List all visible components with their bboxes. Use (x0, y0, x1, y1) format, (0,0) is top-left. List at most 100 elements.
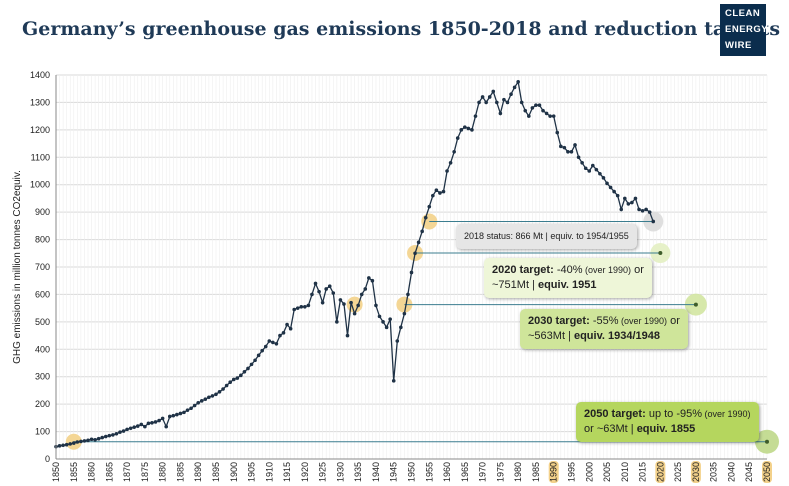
emissions-point (541, 108, 545, 113)
emissions-point (271, 340, 275, 345)
x-tick-label: 1995 (566, 462, 576, 482)
x-tick-label: 2000 (584, 462, 594, 482)
emissions-point (121, 429, 126, 433)
y-axis: 0 100 200 300 400 500 600 700 800 900 1000 1100 1200… (30, 70, 57, 464)
emissions-point (413, 251, 417, 256)
x-tick-label: 1870 (122, 462, 132, 482)
x-tick-label: 2045 (744, 462, 754, 482)
x-tick-label: 1990 (549, 462, 559, 482)
emissions-point (601, 176, 606, 180)
emissions-point (352, 311, 357, 316)
y-tick-label: 300 (35, 372, 50, 382)
emissions-point (228, 380, 232, 385)
x-tick-label: 1895 (211, 462, 221, 482)
x-tick-label: 1935 (353, 462, 363, 482)
emissions-point (128, 426, 133, 431)
emissions-series (54, 80, 656, 449)
emissions-point (512, 85, 517, 90)
emissions-point (534, 103, 538, 107)
emissions-point (431, 193, 435, 198)
emissions-point (377, 314, 382, 319)
emissions-point (260, 348, 264, 353)
callout-2030-equiv: equiv. 1934/1948 (573, 330, 660, 342)
emissions-point (164, 424, 169, 429)
target-point (693, 302, 698, 307)
emissions-point (242, 369, 247, 374)
emissions-point (591, 163, 595, 168)
emissions-point (637, 207, 641, 212)
x-tick-label: 1925 (318, 462, 328, 482)
emissions-point (338, 298, 343, 302)
emissions-point (459, 128, 464, 132)
emissions-point (491, 89, 496, 94)
emissions-point (267, 339, 272, 343)
emissions-point (61, 443, 65, 448)
emissions-point (103, 434, 108, 439)
emissions-point (626, 202, 631, 206)
emissions-point (363, 287, 368, 291)
emissions-point (484, 100, 488, 105)
emissions-point (367, 276, 371, 280)
emissions-point (64, 442, 69, 447)
header (0, 0, 789, 62)
callout-2050-mt: or ~63Mt | (584, 423, 637, 435)
emissions-point (633, 196, 638, 201)
emissions-point (455, 136, 460, 140)
x-tick-label: 1865 (104, 462, 114, 482)
y-tick-label: 700 (35, 262, 50, 272)
x-tick-label: 2050 (762, 462, 772, 482)
emissions-point (573, 143, 577, 147)
x-tick-label: 1850 (51, 462, 61, 482)
callout-2020-equiv: equiv. 1951 (537, 279, 597, 291)
emissions-point (445, 169, 449, 173)
page-title: Germany’s greenhouse gas emissions 1850-… (22, 18, 781, 40)
emissions-point (82, 439, 87, 443)
emissions-point (399, 325, 403, 330)
emissions-point (263, 344, 268, 349)
emissions-point (530, 106, 535, 110)
x-tick-label: 2010 (620, 462, 630, 482)
emissions-point (75, 440, 80, 444)
emissions-point (217, 390, 222, 394)
emissions-point (342, 302, 346, 306)
clean-energy-wire-logo: CLEAN ENERGY WIRE (720, 4, 768, 56)
emissions-point (480, 95, 485, 99)
x-tick-label: 1940 (371, 462, 381, 482)
target-point (765, 439, 769, 444)
emissions-point (619, 207, 624, 212)
x-tick-label: 1930 (335, 462, 345, 482)
emissions-point (527, 114, 531, 118)
x-tick-label: 2030 (691, 462, 701, 482)
emissions-point (207, 395, 211, 400)
emissions-point (185, 408, 190, 412)
x-tick-label: 1900 (229, 462, 239, 482)
callout-2030-or: or (667, 315, 680, 327)
emissions-point (182, 410, 186, 415)
x-tick-label: 2020 (655, 462, 665, 482)
emissions-point (359, 292, 364, 297)
emissions-point (487, 95, 492, 99)
emissions-point (370, 278, 375, 283)
emissions-point (306, 303, 311, 308)
callout-2050-label: 2050 target: (584, 408, 646, 420)
emissions-point (505, 100, 510, 105)
emissions-point (438, 191, 442, 195)
callout-2030-pct: -55% (589, 315, 619, 327)
emissions-point (86, 438, 90, 443)
emissions-point (71, 441, 76, 445)
callout-2030-mt: ~563Mt | (528, 330, 574, 342)
emissions-point (139, 422, 144, 427)
x-tick-label: 2005 (602, 462, 612, 482)
emissions-point (391, 379, 396, 383)
emissions-point (374, 303, 378, 308)
emissions-point (427, 204, 432, 209)
emissions-point (569, 150, 574, 154)
x-tick-label: 1965 (460, 462, 470, 482)
emissions-point (640, 208, 645, 213)
emissions-point (249, 362, 254, 367)
callout-2050-pct: up to -95% (645, 408, 703, 420)
emissions-point (630, 200, 634, 205)
emissions-point (441, 189, 446, 194)
emissions-point (576, 155, 581, 160)
y-tick-label: 100 (35, 427, 50, 437)
